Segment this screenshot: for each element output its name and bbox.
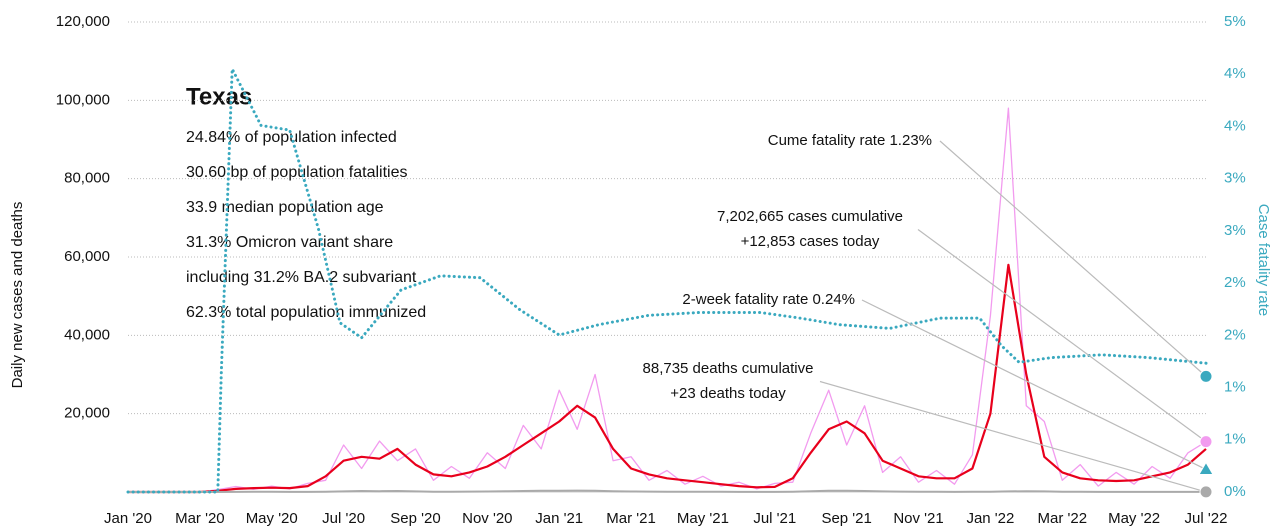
series-line xyxy=(128,263,1207,494)
info-title: Texas xyxy=(186,83,252,110)
x-tick-label: May '22 xyxy=(1108,510,1160,527)
leader-line xyxy=(939,140,1207,377)
y2-tick-label: 2% xyxy=(1224,326,1246,343)
x-tick-label: Jul '20 xyxy=(322,510,365,527)
leader-line xyxy=(917,229,1207,443)
marker xyxy=(1198,461,1214,475)
annotation: 88,735 deaths cumulative xyxy=(643,360,814,377)
annotation: +12,853 cases today xyxy=(741,233,880,250)
x-tick-label: Jul '21 xyxy=(753,510,796,527)
x-tick-label: Jan '20 xyxy=(104,510,152,527)
y-tick-label: 80,000 xyxy=(64,170,110,187)
info-line: including 31.2% BA.2 subvariant xyxy=(186,269,417,286)
y-tick-label: 100,000 xyxy=(56,91,110,108)
y-tick-label: 120,000 xyxy=(56,13,110,30)
y-axis-label: Daily new cases and deaths xyxy=(9,202,26,389)
series-line xyxy=(126,67,1208,494)
y2-tick-label: 2% xyxy=(1224,274,1246,291)
x-tick-label: Sep '20 xyxy=(390,510,440,527)
x-tick-label: Mar '22 xyxy=(1037,510,1087,527)
info-line: 62.3% total population immunized xyxy=(186,304,426,321)
y2-tick-label: 3% xyxy=(1224,222,1246,239)
x-tick-label: Jan '22 xyxy=(966,510,1014,527)
marker xyxy=(1199,435,1213,449)
x-tick-label: Mar '20 xyxy=(175,510,225,527)
x-tick-label: May '20 xyxy=(246,510,298,527)
x-tick-label: May '21 xyxy=(677,510,729,527)
y-tick-label: 20,000 xyxy=(64,405,110,422)
y2-tick-label: 3% xyxy=(1224,170,1246,187)
y-tick-label: 40,000 xyxy=(64,326,110,343)
y2-tick-label: 1% xyxy=(1224,431,1246,448)
annotation: 2-week fatality rate 0.24% xyxy=(682,291,855,308)
y2-axis-label: Case fatality rate xyxy=(1255,204,1272,317)
x-tick-label: Mar '21 xyxy=(606,510,656,527)
x-tick-label: Sep '21 xyxy=(821,510,871,527)
x-tick-label: Nov '20 xyxy=(462,510,512,527)
x-tick-label: Nov '21 xyxy=(893,510,943,527)
y-tick-label: 60,000 xyxy=(64,248,110,265)
y2-tick-label: 4% xyxy=(1224,65,1246,82)
leader-line xyxy=(819,380,1207,493)
y2-tick-label: 1% xyxy=(1224,379,1246,396)
annotation: Cume fatality rate 1.23% xyxy=(768,132,932,149)
marker xyxy=(1199,369,1213,383)
info-line: 30.60 bp of population fatalities xyxy=(186,164,408,181)
info-line: 31.3% Omicron variant share xyxy=(186,234,393,251)
annotation: +23 deaths today xyxy=(670,385,786,402)
series-line xyxy=(128,107,1207,493)
y2-tick-label: 0% xyxy=(1224,483,1246,500)
y2-tick-label: 4% xyxy=(1224,117,1246,134)
x-tick-label: Jul '22 xyxy=(1185,510,1228,527)
leader-line xyxy=(861,299,1207,470)
y2-tick-label: 5% xyxy=(1224,13,1246,30)
x-tick-label: Jan '21 xyxy=(535,510,583,527)
series-line xyxy=(128,489,1206,493)
annotation: 7,202,665 cases cumulative xyxy=(717,208,903,225)
marker xyxy=(1199,485,1213,499)
info-line: 33.9 median population age xyxy=(186,199,384,216)
